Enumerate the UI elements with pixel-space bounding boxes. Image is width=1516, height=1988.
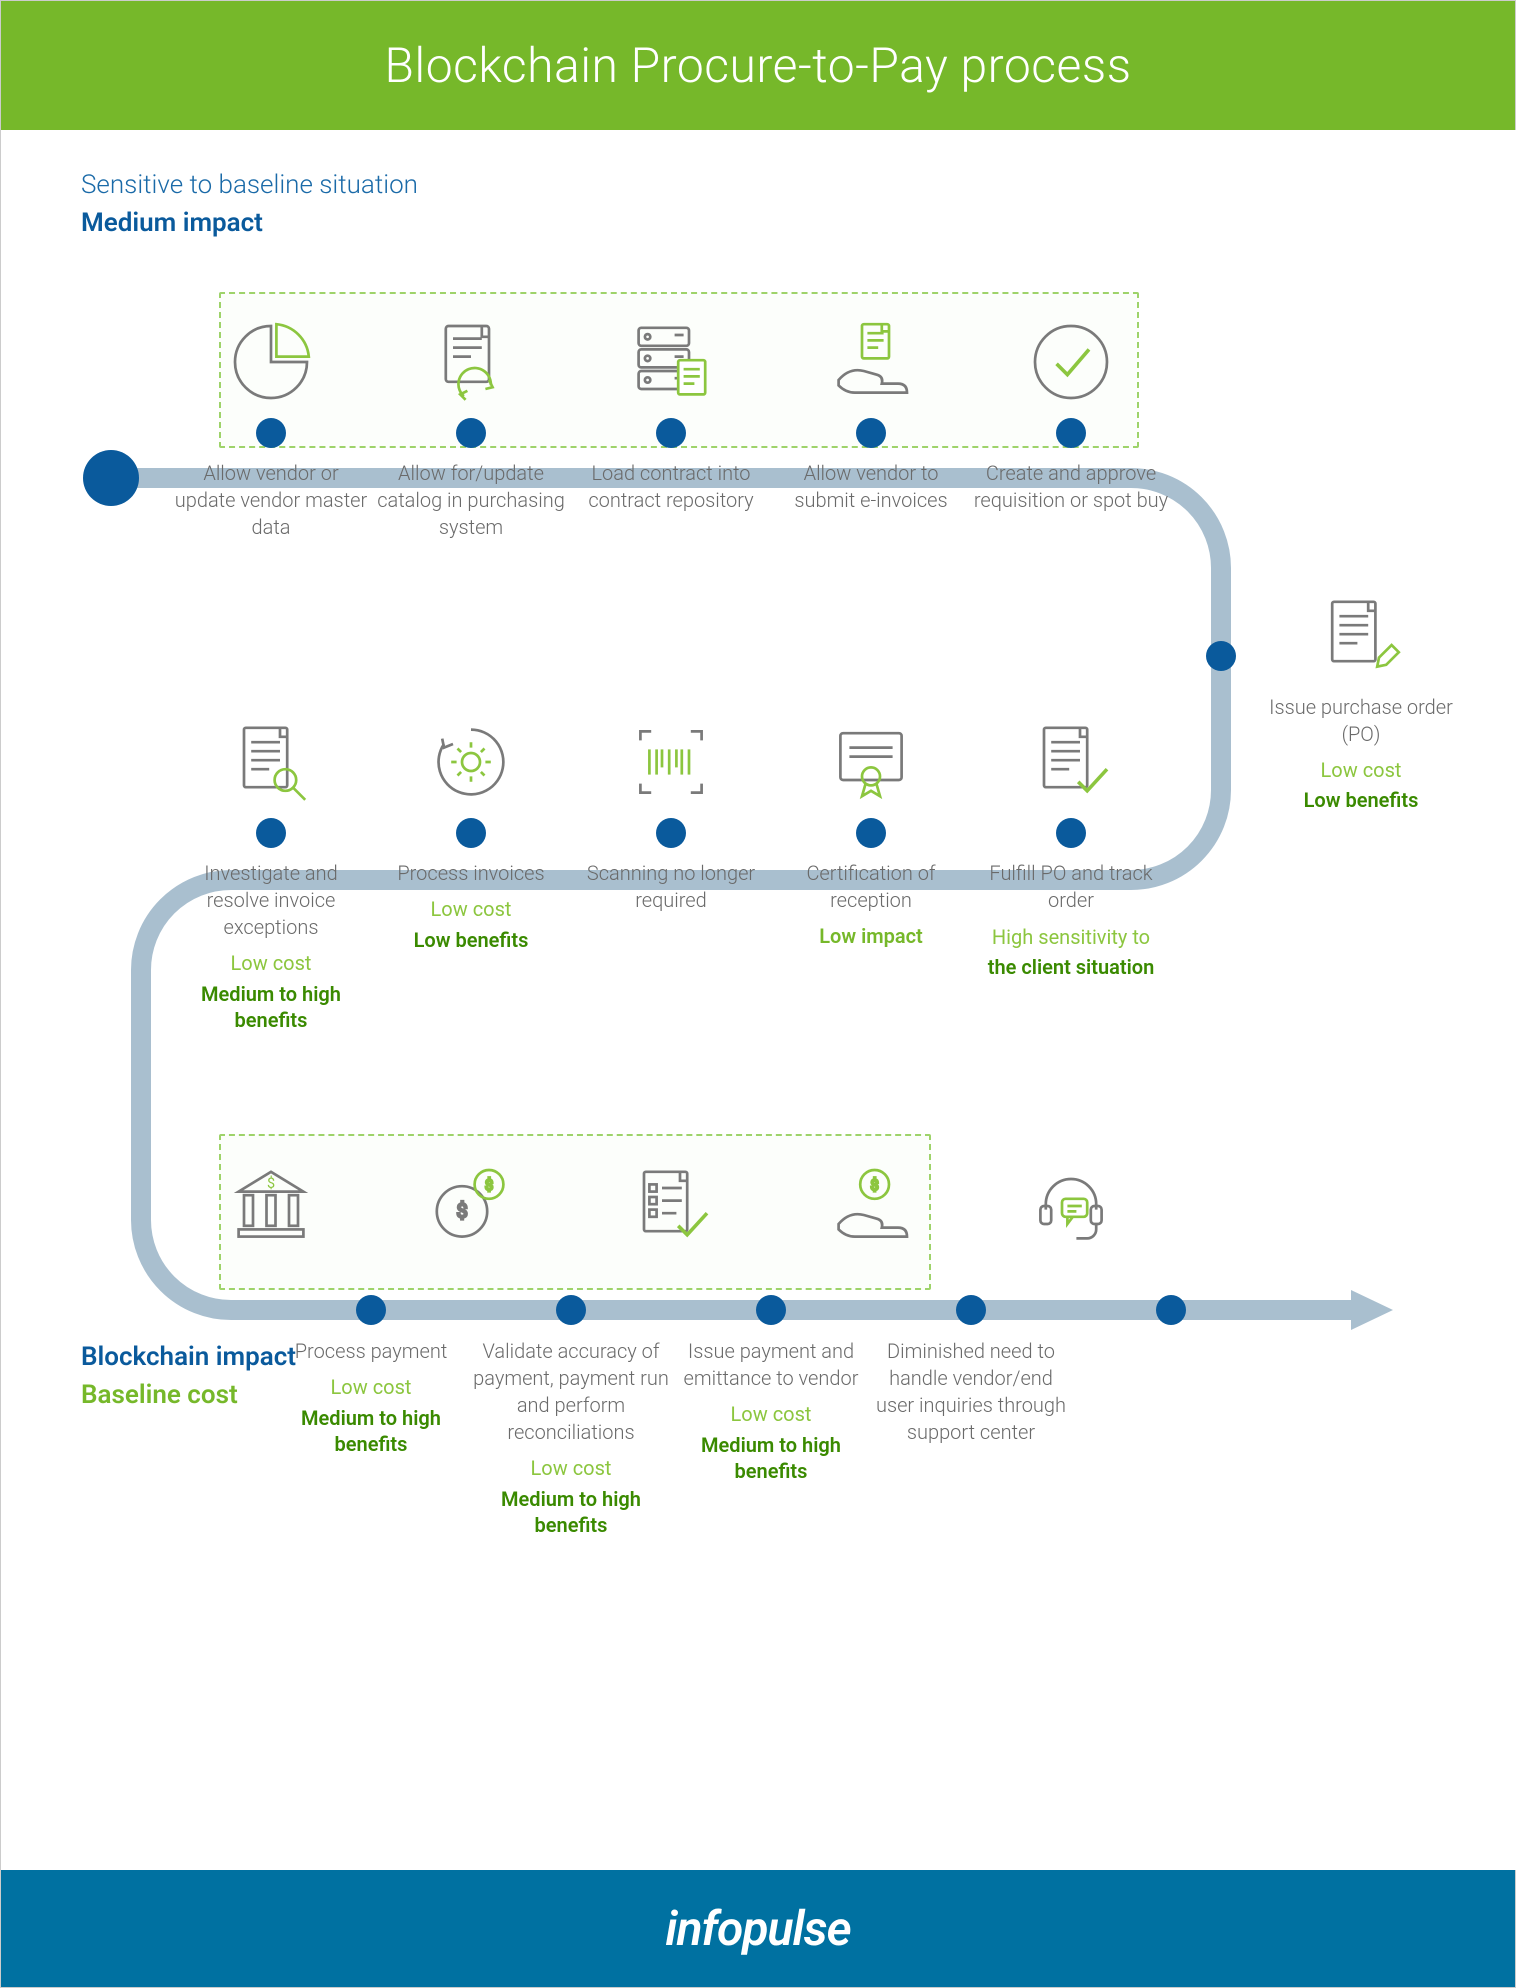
step-investigate-exceptions: Investigate and resolve invoice exceptio… (171, 714, 371, 1033)
step-label: Fulfill PO and track order (971, 860, 1171, 914)
icon-coin: $$ (371, 1158, 571, 1262)
step-label: Process invoices (371, 860, 571, 887)
dot (356, 1295, 386, 1325)
checklist-icon (623, 1158, 719, 1254)
banner-title: Blockchain Procure-to-Pay process (1, 1, 1515, 130)
doc-check-icon (1023, 714, 1119, 810)
dot (256, 818, 286, 848)
step-label: Diminished need to handle vendor/end use… (871, 1338, 1071, 1446)
step-process-payment: Process payment Low cost Medium to high … (271, 1338, 471, 1457)
step-issue-po: Issue purchase order (PO) Low cost Low b… (1261, 588, 1461, 812)
dot (556, 1295, 586, 1325)
step-submit-einvoices: Allow vendor to submit e-invoices (771, 314, 971, 514)
diagram-canvas: Sensitive to baseline situation Medium i… (1, 130, 1516, 1870)
step-label: Create and approve requisition or spot b… (971, 460, 1171, 514)
step-label: Allow vendor to submit e-invoices (771, 460, 971, 514)
icon-headset (971, 1158, 1171, 1262)
svg-text:$: $ (485, 1177, 493, 1194)
step-process-invoices: Process invoices Low cost Low benefits (371, 714, 571, 953)
svg-text:$: $ (871, 1177, 879, 1194)
step-label: Load contract into contract repository (571, 460, 771, 514)
gear-cycle-icon (423, 714, 519, 810)
step-label: Issue payment and emittance to vendor (671, 1338, 871, 1392)
cost-text: Low cost (271, 1375, 471, 1399)
cost-text: Low cost (671, 1402, 871, 1426)
cost-text: Low cost (471, 1456, 671, 1480)
server-doc-icon (623, 314, 719, 410)
step-validate-payment: Validate accuracy of payment, payment ru… (471, 1338, 671, 1538)
dot (656, 818, 686, 848)
benefit-text: Medium to high benefits (271, 1405, 471, 1457)
benefit-text: Low benefits (371, 927, 571, 953)
dot (856, 818, 886, 848)
cost-text: Low cost (371, 897, 571, 921)
caption-baseline-cost: Baseline cost (81, 1380, 238, 1410)
doc-magnify-icon (223, 714, 319, 810)
caption-medium-impact: Medium impact (81, 208, 263, 238)
page: Blockchain Procure-to-Pay process Sensit… (0, 0, 1516, 1988)
step-label: Allow for/update catalog in purchasing s… (371, 460, 571, 541)
caption-sensitive: Sensitive to baseline situation (81, 170, 418, 200)
cost-text: Low cost (1261, 758, 1461, 782)
start-dot (83, 450, 139, 506)
dot (256, 418, 286, 448)
dot (1056, 818, 1086, 848)
coin-dollar-icon: $$ (423, 1158, 519, 1254)
step-issue-payment: Issue payment and emittance to vendor Lo… (671, 1338, 871, 1484)
icon-bank: $ (171, 1158, 371, 1262)
step-catalog-update: Allow for/update catalog in purchasing s… (371, 314, 571, 541)
step-label: Allow vendor or update vendor master dat… (171, 460, 371, 541)
benefit-text: Medium to high benefits (471, 1486, 671, 1538)
benefit-text: Medium to high benefits (671, 1432, 871, 1484)
sensitivity-text-2: the client situation (971, 954, 1171, 980)
doc-cycle-icon (423, 314, 519, 410)
step-label: Investigate and resolve invoice exceptio… (171, 860, 371, 941)
dot (656, 418, 686, 448)
headset-icon (1023, 1158, 1119, 1254)
step-label: Process payment (271, 1338, 471, 1365)
step-certification: Certification of reception Low impact (771, 714, 971, 948)
doc-pen-icon (1313, 588, 1409, 684)
step-diminished-inquiries: Diminished need to handle vendor/end use… (871, 1338, 1071, 1446)
step-fulfill-po: Fulfill PO and track order High sensitiv… (971, 714, 1171, 980)
step-label: Validate accuracy of payment, payment ru… (471, 1338, 671, 1446)
svg-text:$: $ (267, 1175, 275, 1192)
footer-brand: infopulse (1, 1870, 1515, 1987)
pie-icon (223, 314, 319, 410)
step-vendor-master-data: Allow vendor or update vendor master dat… (171, 314, 371, 541)
step-label: Scanning no longer required (571, 860, 771, 914)
caption-blockchain-impact: Blockchain impact (81, 1342, 296, 1372)
cost-text: Low cost (171, 951, 371, 975)
circle-check-icon (1023, 314, 1119, 410)
sensitivity-text-1: High sensitivity to (971, 924, 1171, 950)
bank-icon: $ (223, 1158, 319, 1254)
benefit-text: Medium to high benefits (171, 981, 371, 1033)
dot (956, 1295, 986, 1325)
svg-text:$: $ (456, 1200, 467, 1223)
step-label: Issue purchase order (PO) (1261, 694, 1461, 748)
dot (456, 418, 486, 448)
dot (456, 818, 486, 848)
icon-handcoin: $ (771, 1158, 971, 1262)
barcode-icon (623, 714, 719, 810)
dot (1156, 1295, 1186, 1325)
step-scanning: Scanning no longer required (571, 714, 771, 914)
certificate-icon (823, 714, 919, 810)
step-label: Certification of reception (771, 860, 971, 914)
dot (756, 1295, 786, 1325)
dot (856, 418, 886, 448)
dot (1056, 418, 1086, 448)
icon-checklist (571, 1158, 771, 1262)
dot (1206, 641, 1236, 671)
hand-coin-icon: $ (823, 1158, 919, 1254)
benefit-text: Low benefits (1261, 788, 1461, 812)
impact-text: Low impact (771, 924, 971, 948)
step-load-contract: Load contract into contract repository (571, 314, 771, 514)
hand-doc-icon (823, 314, 919, 410)
step-approve-requisition: Create and approve requisition or spot b… (971, 314, 1171, 514)
